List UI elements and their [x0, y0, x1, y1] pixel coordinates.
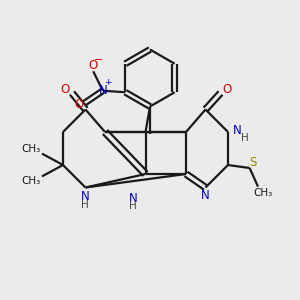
Text: CH₃: CH₃ [253, 188, 272, 198]
Text: +: + [104, 78, 112, 87]
Text: O: O [74, 98, 83, 111]
Text: N: N [80, 190, 89, 203]
Text: O: O [223, 83, 232, 96]
Text: O: O [88, 59, 98, 72]
Text: CH₃: CH₃ [21, 144, 40, 154]
Text: H: H [81, 200, 89, 210]
Text: CH₃: CH₃ [21, 176, 40, 186]
Text: N: N [98, 84, 107, 97]
Text: S: S [250, 156, 257, 169]
Text: H: H [241, 133, 248, 143]
Text: N: N [201, 189, 210, 203]
Text: N: N [128, 191, 137, 205]
Text: H: H [130, 201, 137, 212]
Text: O: O [61, 83, 70, 96]
Text: −: − [94, 55, 103, 65]
Text: N: N [233, 124, 242, 137]
